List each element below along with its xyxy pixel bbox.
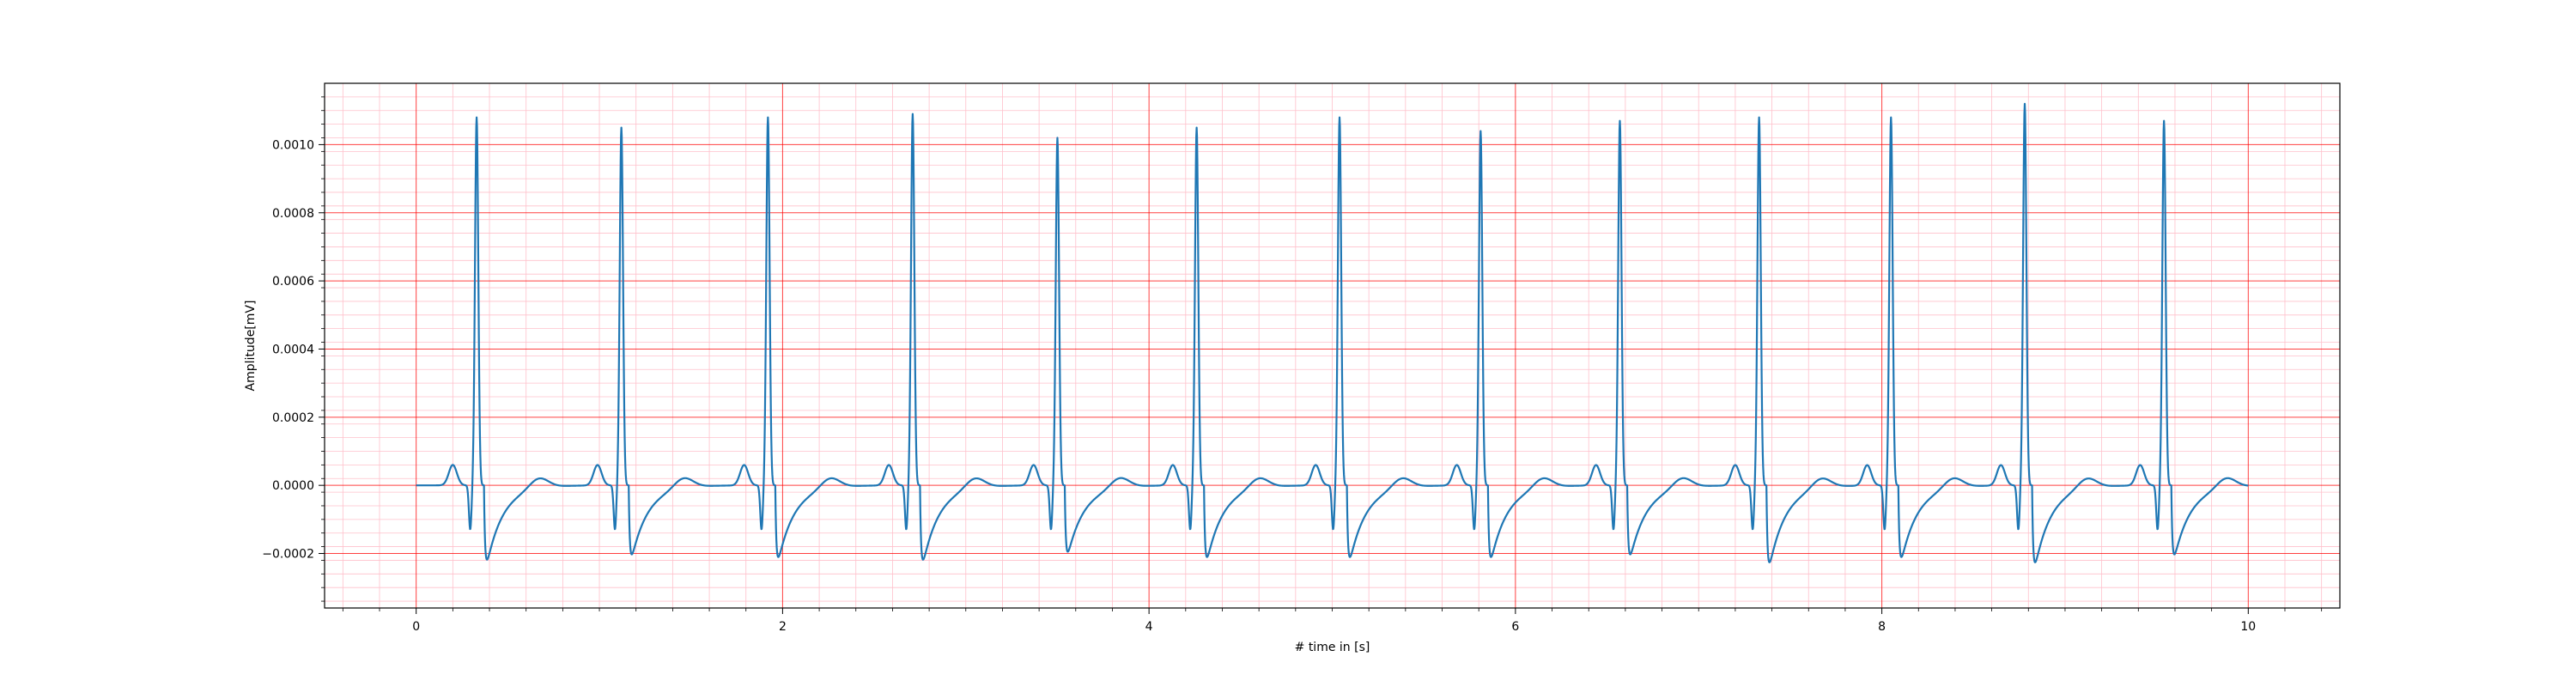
x-tick-label: 4 [1145, 620, 1153, 634]
series-layer [416, 102, 2249, 563]
y-tick-label: 0.0002 [272, 411, 314, 425]
minor-grid [325, 83, 2340, 608]
ticks-layer: 0 2 4 6 8 10 −0.0002 0.0000 0.0002 0.0004 0.0006 0.… [262, 96, 2323, 634]
x-tick-label: 10 [2240, 620, 2256, 634]
y-tick-label: 0.0006 [272, 275, 314, 289]
x-tick-label: 0 [412, 620, 420, 634]
x-axis-label: # time in [s] [1295, 641, 1370, 654]
major-grid [325, 83, 2340, 608]
x-tick-label: 8 [1878, 620, 1886, 634]
y-axis-label: Amplitude[mV] [244, 301, 258, 392]
y-tick-label: 0.0008 [272, 207, 314, 221]
y-tick-label: 0.0010 [272, 138, 314, 152]
y-tick-label: 0.0004 [272, 343, 314, 356]
y-tick-label: −0.0002 [262, 548, 314, 562]
ecg-signal-line [416, 102, 2249, 563]
y-tick-label: 0.0000 [272, 479, 314, 493]
x-tick-label: 2 [779, 620, 787, 634]
x-tick-label: 6 [1511, 620, 1519, 634]
